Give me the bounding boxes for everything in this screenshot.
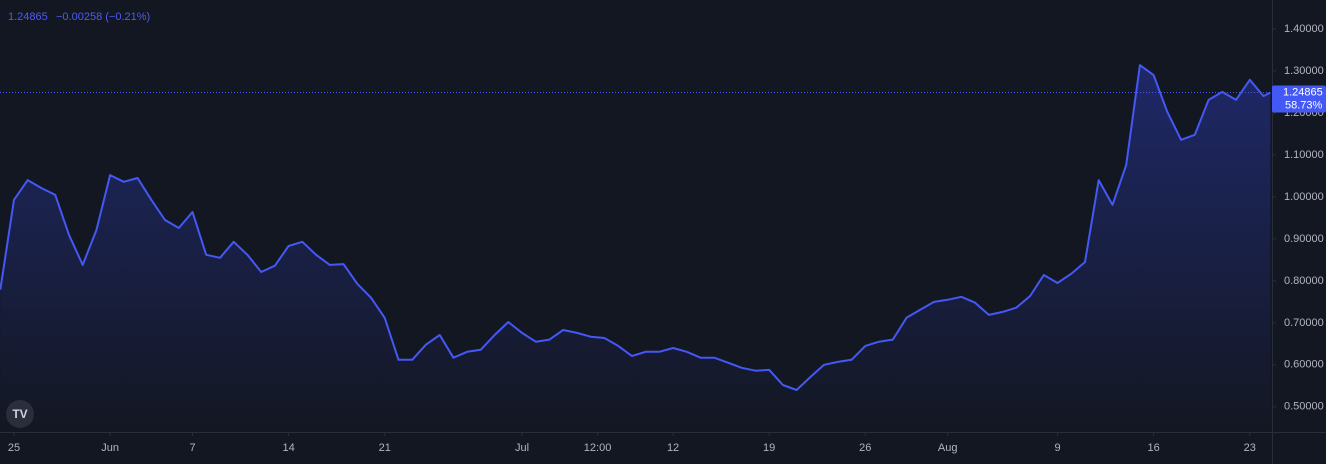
header-change: −0.00258 (−0.21%) [56, 11, 150, 23]
line [0, 64, 1271, 391]
y-tick-label: 1.40000 [1284, 23, 1324, 35]
y-tick-label: 0.80000 [1284, 275, 1324, 287]
area [0, 65, 1271, 432]
x-tick-label: Jun [101, 442, 119, 454]
x-tick-label: 23 [1244, 442, 1256, 454]
x-tick-label: Jul [515, 442, 529, 454]
price-tag-percent: 58.73% [1285, 99, 1323, 111]
price-tag-value: 1.24865 [1283, 86, 1323, 98]
x-tick-label: 7 [189, 442, 195, 454]
x-tick-label: 12:00 [584, 442, 612, 454]
y-tick-label: 0.90000 [1284, 233, 1324, 245]
header-price: 1.24865 [8, 11, 48, 23]
y-tick-label: 1.10000 [1284, 149, 1324, 161]
x-tick-label: 16 [1148, 442, 1160, 454]
y-tick-label: 0.60000 [1284, 359, 1324, 371]
x-tick-label: 21 [379, 442, 391, 454]
x-tick-label: 14 [282, 442, 294, 454]
x-tick-label: Aug [938, 442, 958, 454]
y-tick-label: 1.30000 [1284, 65, 1324, 77]
plot: 0.50000 0.60000 0.70000 0.80000 0.90000 1.000… [0, 23, 1326, 454]
y-tick-label: 1.00000 [1284, 191, 1324, 203]
x-tick-label: 25 [8, 442, 20, 454]
y-tick-label: 0.70000 [1284, 317, 1324, 329]
x-tick-label: 26 [859, 442, 871, 454]
x-tick-label: 12 [667, 442, 679, 454]
x-tick-label: 9 [1054, 442, 1060, 454]
x-tick-label: 19 [763, 442, 775, 454]
price-tag [1272, 85, 1326, 113]
y-tick-label: 0.50000 [1284, 401, 1324, 413]
